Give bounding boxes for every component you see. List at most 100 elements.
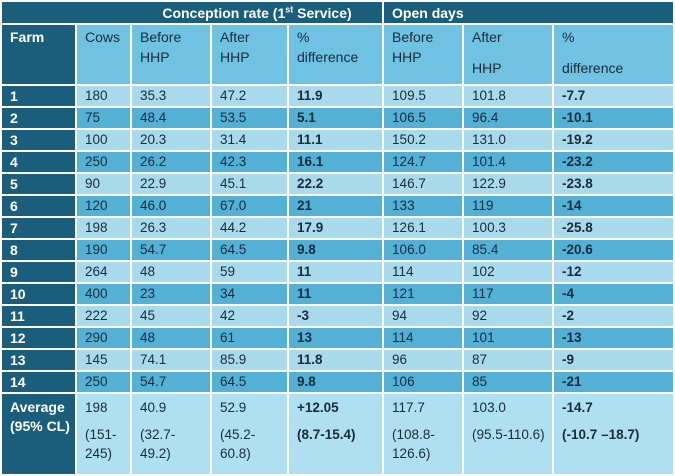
cell-cr-diff: 21 [289,196,383,216]
farm-label: 1 [2,86,75,106]
cell-cr-diff: 17.9 [289,218,383,238]
farm-label: 7 [2,218,75,238]
cell-od-before: 106 [384,372,463,392]
average-value: +12.05 [297,400,339,415]
table-row-farm-10: 10 400 23 34 11 121 117 -4 [2,284,674,304]
superscript-st: st [285,3,294,14]
cell-od-diff: -7.7 [554,86,674,106]
cell-cr-after: 31.4 [212,130,287,150]
average-cell-cr-after: 52.9 (45.2-60.8) [212,394,287,474]
average-cell-od-before: 117.7 (108.8-126.6) [384,394,463,474]
farm-label: 6 [2,196,75,216]
cell-cr-after: 42.3 [212,152,287,172]
cell-cr-after: 85.9 [212,350,287,370]
cell-cr-after: 59 [212,262,287,282]
col-header-line1: Before [392,29,434,45]
confidence-interval: (45.2-60.8) [220,427,256,461]
cell-od-before: 121 [384,284,463,304]
cell-cr-diff: 13 [289,328,383,348]
table-row-farm-7: 7 198 26.3 44.2 17.9 126.1 100.3 -25.8 [2,218,674,238]
farm-label: 2 [2,108,75,128]
cell-od-diff: -20.6 [554,240,674,260]
cell-cr-diff: 11.8 [289,350,383,370]
confidence-interval: (151-245) [85,427,117,461]
cell-cr-before: 23 [132,284,210,304]
cell-cr-diff: 5.1 [289,108,383,128]
cell-od-diff: -2 [554,306,674,326]
table-row-farm-1: 1 180 35.3 47.2 11.9 109.5 101.8 -7.7 [2,86,674,106]
cell-od-before: 126.1 [384,218,463,238]
cell-cr-after: 53.5 [212,108,287,128]
cell-cr-before: 45 [132,306,210,326]
group-header-open-days: Open days [384,2,674,23]
cell-od-before: 114 [384,262,463,282]
cell-cows: 75 [77,108,130,128]
cell-od-before: 96 [384,350,463,370]
table-row-farm-2: 2 75 48.4 53.5 5.1 106.5 96.4 -10.1 [2,108,674,128]
col-header-line1: Farm [10,29,45,45]
average-value: 198 [85,400,108,415]
cell-cr-before: 48 [132,328,210,348]
cell-od-after: 92 [464,306,553,326]
col-header-line1: Cows [85,29,121,45]
cell-od-diff: -25.8 [554,218,674,238]
cell-od-diff: -23.2 [554,152,674,172]
cell-cr-before: 26.3 [132,218,210,238]
group-header-row: Conception rate (1st Service) Open days [2,2,674,23]
cell-od-after: 96.4 [464,108,553,128]
cell-cr-after: 64.5 [212,240,287,260]
cell-cr-diff: 11 [289,284,383,304]
cell-od-before: 146.7 [384,174,463,194]
confidence-interval: (8.7-15.4) [297,427,356,442]
cell-cr-diff: 11 [289,262,383,282]
cell-od-diff: -14 [554,196,674,216]
cell-cows: 400 [77,284,130,304]
cell-od-after: 100.3 [464,218,553,238]
cell-cr-before: 46.0 [132,196,210,216]
col-header-line2: HHP [140,49,170,65]
average-cell-cr-diff: +12.05 (8.7-15.4) [289,394,383,474]
table-row-farm-14: 14 250 54.7 64.5 9.8 106 85 -21 [2,372,674,392]
cell-od-before: 133 [384,196,463,216]
table-row-farm-4: 4 250 26.2 42.3 16.1 124.7 101.4 -23.2 [2,152,674,172]
farm-label: 3 [2,130,75,150]
col-header-line1: Before [140,29,182,45]
table-row-farm-9: 9 264 48 59 11 114 102 -12 [2,262,674,282]
cell-od-after: 131.0 [464,130,553,150]
cell-od-before: 114 [384,328,463,348]
cell-cr-after: 47.2 [212,86,287,106]
col-header-line2: HHP [392,49,422,65]
col-header-line2: HHP [472,60,502,76]
cell-cr-after: 42 [212,306,287,326]
cell-cows: 222 [77,306,130,326]
cell-od-after: 101.8 [464,86,553,106]
table-row-farm-6: 6 120 46.0 67.0 21 133 119 -14 [2,196,674,216]
col-header-od-diff: % difference [554,25,674,84]
cell-od-after: 117 [464,284,553,304]
cell-od-after: 102 [464,262,553,282]
cell-cr-after: 64.5 [212,372,287,392]
cell-cows: 290 [77,328,130,348]
cell-od-before: 109.5 [384,86,463,106]
cell-cr-diff: 22.2 [289,174,383,194]
confidence-interval: (108.8-126.6) [392,427,435,461]
col-header-cr-diff: % difference [289,25,383,84]
cell-cows: 120 [77,196,130,216]
col-header-line2: difference [297,49,359,65]
cell-cows: 100 [77,130,130,150]
farm-label: 10 [2,284,75,304]
cell-od-after: 119 [464,196,553,216]
cell-cows: 145 [77,350,130,370]
cell-cr-before: 48 [132,262,210,282]
farm-label: 4 [2,152,75,172]
confidence-interval: (32.7-49.2) [140,427,176,461]
table-row-farm-12: 12 290 48 61 13 114 101 -13 [2,328,674,348]
farm-label: 5 [2,174,75,194]
cell-cr-before: 54.7 [132,372,210,392]
cell-cr-after: 34 [212,284,287,304]
cell-cr-diff: -3 [289,306,383,326]
table-row-farm-3: 3 100 20.3 31.4 11.1 150.2 131.0 -19.2 [2,130,674,150]
cell-cows: 90 [77,174,130,194]
